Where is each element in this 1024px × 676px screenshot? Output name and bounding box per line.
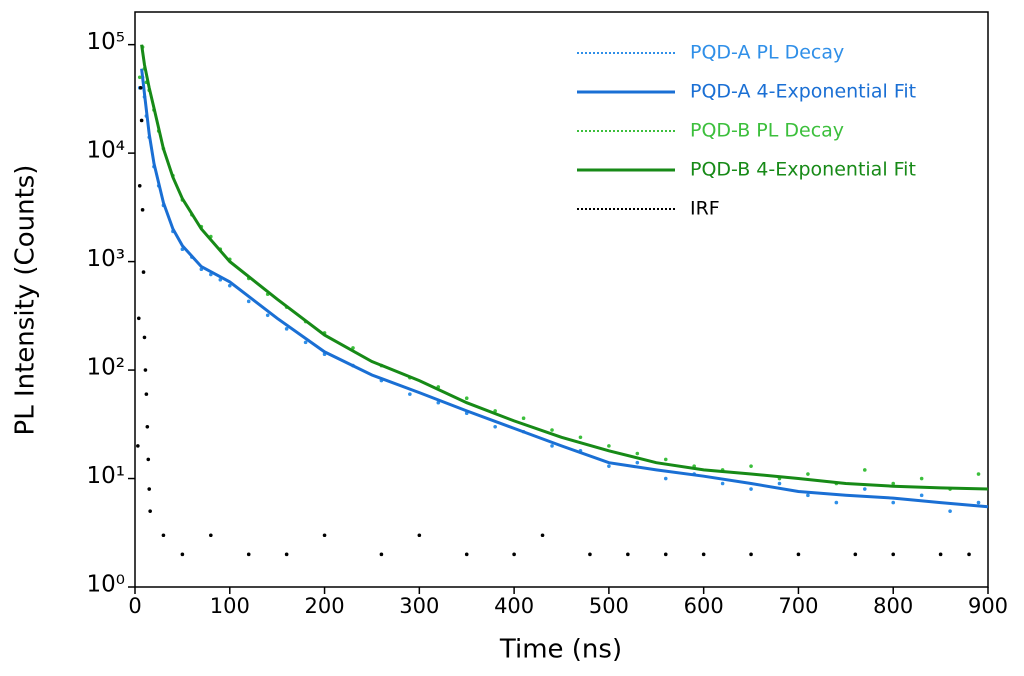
x-tick-label: 800	[873, 594, 913, 618]
x-tick-label: 400	[494, 594, 534, 618]
data-point	[607, 464, 611, 468]
data-point	[550, 428, 554, 432]
legend-label: PQD-B 4-Exponential Fit	[690, 159, 916, 181]
data-point	[136, 316, 141, 321]
legend-label: PQD-A PL Decay	[690, 42, 844, 64]
data-point	[147, 487, 152, 491]
legend-label: PQD-A 4-Exponential Fit	[690, 81, 916, 103]
legend-label: PQD-B PL Decay	[690, 120, 844, 142]
data-point	[417, 533, 422, 538]
x-tick-label: 900	[968, 594, 1008, 618]
data-point	[976, 472, 981, 476]
data-point	[408, 392, 412, 396]
data-point	[701, 552, 706, 557]
x-tick-label: 700	[778, 594, 818, 618]
data-point	[919, 493, 924, 498]
plot-frame	[134, 11, 989, 588]
data-point	[141, 270, 146, 274]
data-point	[137, 75, 142, 80]
data-point	[976, 500, 981, 505]
data-point	[626, 552, 630, 557]
data-point	[464, 552, 469, 557]
y-tick-label: 10⁰	[87, 572, 126, 598]
y-tick-label: 10²	[87, 355, 126, 381]
data-point	[919, 476, 924, 481]
data-point	[967, 552, 971, 557]
data-point	[862, 487, 867, 491]
data-point	[142, 335, 147, 340]
data-point	[137, 183, 142, 188]
data-point	[464, 396, 469, 401]
data-point	[578, 435, 583, 440]
data-point	[891, 481, 896, 486]
x-tick-label: 100	[210, 594, 250, 618]
data-point	[303, 340, 308, 345]
data-point	[749, 464, 753, 468]
data-point	[663, 476, 668, 481]
data-point	[521, 416, 526, 420]
x-tick-label: 300	[399, 594, 439, 618]
data-point	[749, 552, 753, 557]
data-point	[938, 552, 943, 557]
data-point	[550, 444, 554, 448]
data-point	[146, 457, 151, 462]
y-tick-label: 10⁵	[87, 29, 126, 55]
data-point	[948, 509, 952, 513]
data-point	[891, 500, 896, 505]
y-axis-label: PL Intensity (Counts)	[11, 165, 41, 436]
data-point	[540, 533, 545, 538]
data-point	[145, 424, 150, 429]
data-point	[806, 472, 810, 476]
data-point	[663, 457, 668, 462]
x-tick-label: 0	[128, 594, 141, 618]
data-point	[265, 313, 270, 318]
x-axis-label: Time (ns)	[499, 635, 622, 665]
data-point	[607, 444, 611, 448]
legend-label: IRF	[690, 198, 720, 220]
data-point	[161, 533, 166, 538]
data-point	[227, 283, 232, 288]
data-point	[136, 444, 140, 448]
data-point	[284, 552, 289, 557]
data-point	[284, 327, 289, 331]
y-tick-label: 10³	[87, 246, 126, 272]
data-point	[796, 552, 801, 557]
x-tick-label: 500	[589, 594, 629, 618]
data-point	[749, 487, 753, 491]
fit-line	[140, 44, 989, 491]
fit-line	[140, 68, 989, 509]
data-point	[138, 86, 143, 90]
x-tick-label: 600	[684, 594, 724, 618]
data-point	[140, 208, 145, 212]
x-tick-label: 200	[305, 594, 345, 618]
data-point	[720, 481, 725, 486]
data-point	[777, 481, 782, 486]
data-point	[143, 368, 148, 372]
data-point	[635, 451, 640, 456]
data-point	[148, 509, 152, 513]
data-point	[322, 533, 327, 538]
data-point	[663, 552, 668, 557]
data-point	[853, 552, 858, 557]
y-tick-label: 10¹	[87, 463, 126, 489]
data-point	[246, 299, 251, 304]
data-point	[209, 533, 213, 538]
y-tick-label: 10⁴	[87, 138, 126, 164]
data-point	[246, 552, 251, 557]
data-point	[493, 424, 497, 429]
data-point	[379, 552, 384, 557]
data-point	[512, 552, 516, 557]
data-point	[144, 392, 149, 396]
data-point	[180, 552, 185, 557]
data-point	[891, 552, 896, 557]
data-point	[139, 118, 144, 123]
data-point	[862, 468, 867, 472]
data-point	[588, 552, 592, 557]
data-point	[834, 500, 839, 505]
data-point	[806, 493, 810, 498]
data-point	[635, 460, 640, 465]
